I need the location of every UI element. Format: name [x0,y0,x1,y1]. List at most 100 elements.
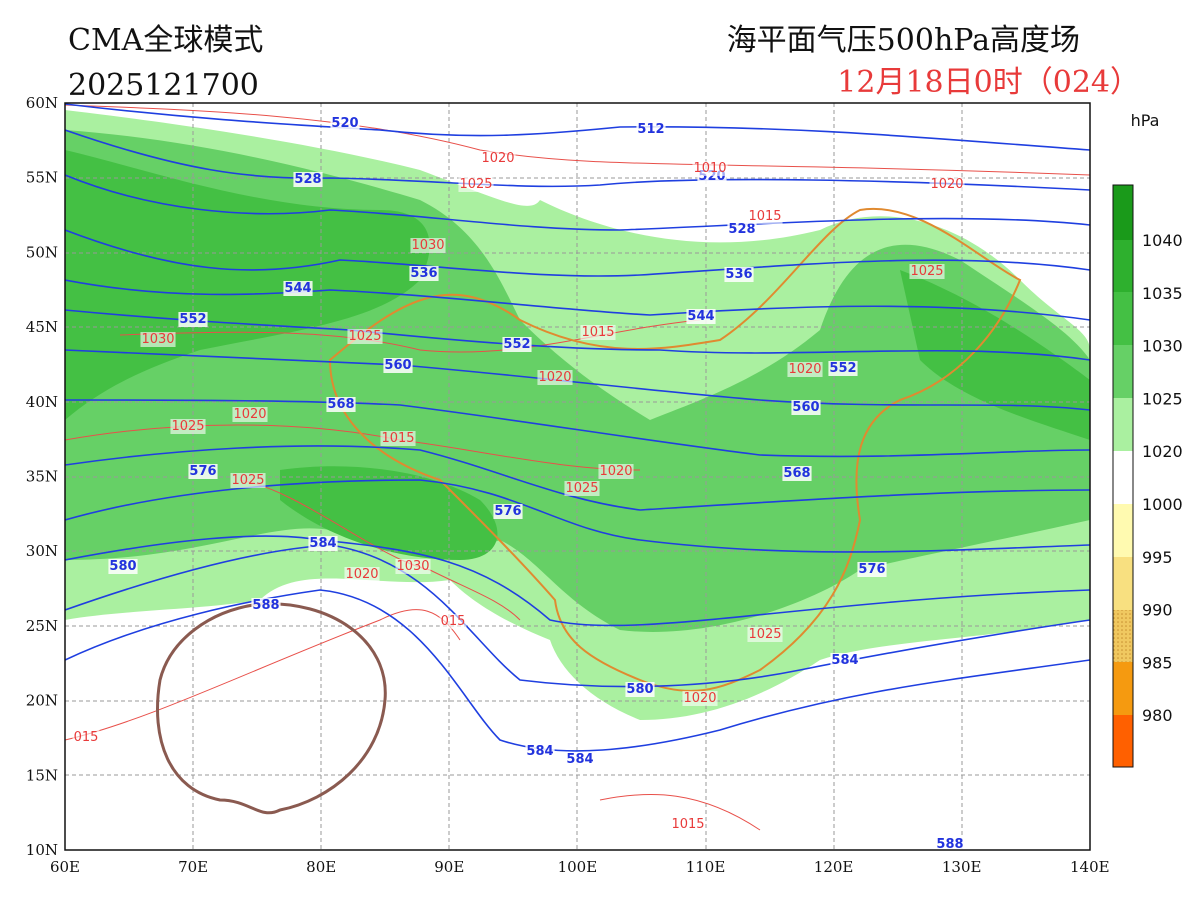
label-bg [580,325,616,340]
height-label: 560 [384,358,411,373]
label-bg [727,222,757,237]
lat-label: 15N [26,766,58,784]
model-name: CMA全球模式 [68,23,263,58]
height-label: 588 [936,837,963,852]
pressure-label: 1025 [748,627,781,642]
label-bg [232,407,268,422]
label-bg [188,464,218,479]
pressure-label: 1020 [599,464,632,479]
label-bg [283,281,313,296]
label-bg [682,691,718,706]
colorbar-swatch [1113,451,1133,504]
label-bg [251,598,281,613]
label-bg [747,209,783,224]
label-bg [293,172,323,187]
label-bg [72,730,100,745]
map-frame [64,102,1091,851]
pressure-label: 1025 [910,264,943,279]
height-label: 568 [783,466,810,481]
label-bg [409,266,439,281]
label-bg [929,177,965,192]
pressure-label: 1015 [748,209,781,224]
pressure-label: 1020 [538,370,571,385]
lat-label: 20N [26,692,58,710]
label-bg [909,264,945,279]
lon-labels: 60E 70E 80E 90E 100E 110E 120E 130E 140E [50,858,1110,876]
lon-label: 70E [178,858,208,876]
colorbar-label: 1000 [1142,495,1183,514]
label-bg [791,400,821,415]
pressure-label: 1020 [233,407,266,422]
valid-time: 12月18日0时（024） [837,65,1140,100]
height-label: 584 [309,536,336,551]
pressure-label: 1025 [459,177,492,192]
label-bg [383,358,413,373]
label-bg [140,332,176,347]
height-label: 520 [331,116,358,131]
lon-label: 130E [942,858,982,876]
colorbar-swatch [1113,610,1133,662]
ridge-588 [156,602,387,815]
label-bg [537,370,573,385]
colorbar-swatch [1113,240,1133,292]
label-bg [598,464,634,479]
colorbar-unit: hPa [1131,111,1160,130]
label-bg [828,361,858,376]
label-bg [670,817,706,832]
colorbar-swatch [1113,398,1133,451]
pressure-label: 1010 [693,161,726,176]
label-bg [410,238,446,253]
pressure-label: 1025 [231,473,264,488]
lon-label: 110E [686,858,726,876]
colorbar-label: 1040 [1142,231,1183,250]
colorbar-label: 995 [1142,548,1173,567]
pressure-label: 1025 [348,329,381,344]
border-outline [328,207,1022,692]
colorbar-swatch [1113,715,1133,767]
colorbar-swatch [1113,185,1133,240]
height-label: 588 [252,598,279,613]
height-label: 584 [526,744,553,759]
lat-label: 10N [26,841,58,859]
label-bg [326,397,356,412]
label-bg [692,161,728,176]
label-bg [439,614,467,629]
lat-label: 35N [26,468,58,486]
height-label: 544 [284,281,311,296]
height-label: 544 [687,309,714,324]
lon-label: 90E [434,858,464,876]
label-bg [308,536,338,551]
height-label: 576 [189,464,216,479]
pressure-label: 1020 [345,567,378,582]
label-bg [330,116,360,131]
lat-label: 25N [26,617,58,635]
lat-label: 50N [26,243,58,261]
lat-label: 60N [26,94,58,112]
lon-label: 60E [50,858,80,876]
lat-label: 30N [26,542,58,560]
pressure-label: 1015 [381,431,414,446]
label-bg [625,682,655,697]
pressure-label: 015 [441,614,466,629]
height-label: 580 [109,559,136,574]
colorbar-label: 1030 [1142,337,1183,356]
pressure-label: 1020 [788,362,821,377]
label-bg [857,562,887,577]
label-bg [787,362,823,377]
label-bg [347,329,383,344]
label-bg [782,466,812,481]
label-bg [830,653,860,668]
colorbar-swatch [1113,504,1133,557]
colorbar-labels: 1040 1035 1030 1025 1020 1000 995 990 985 980 [1142,231,1183,725]
height-contours [65,103,1090,752]
label-bg [178,312,208,327]
label-bg [502,337,532,352]
label-bg [564,481,600,496]
lon-label: 120E [814,858,854,876]
colorbar-label: 1020 [1142,442,1183,461]
pressure-label: 1015 [671,817,704,832]
